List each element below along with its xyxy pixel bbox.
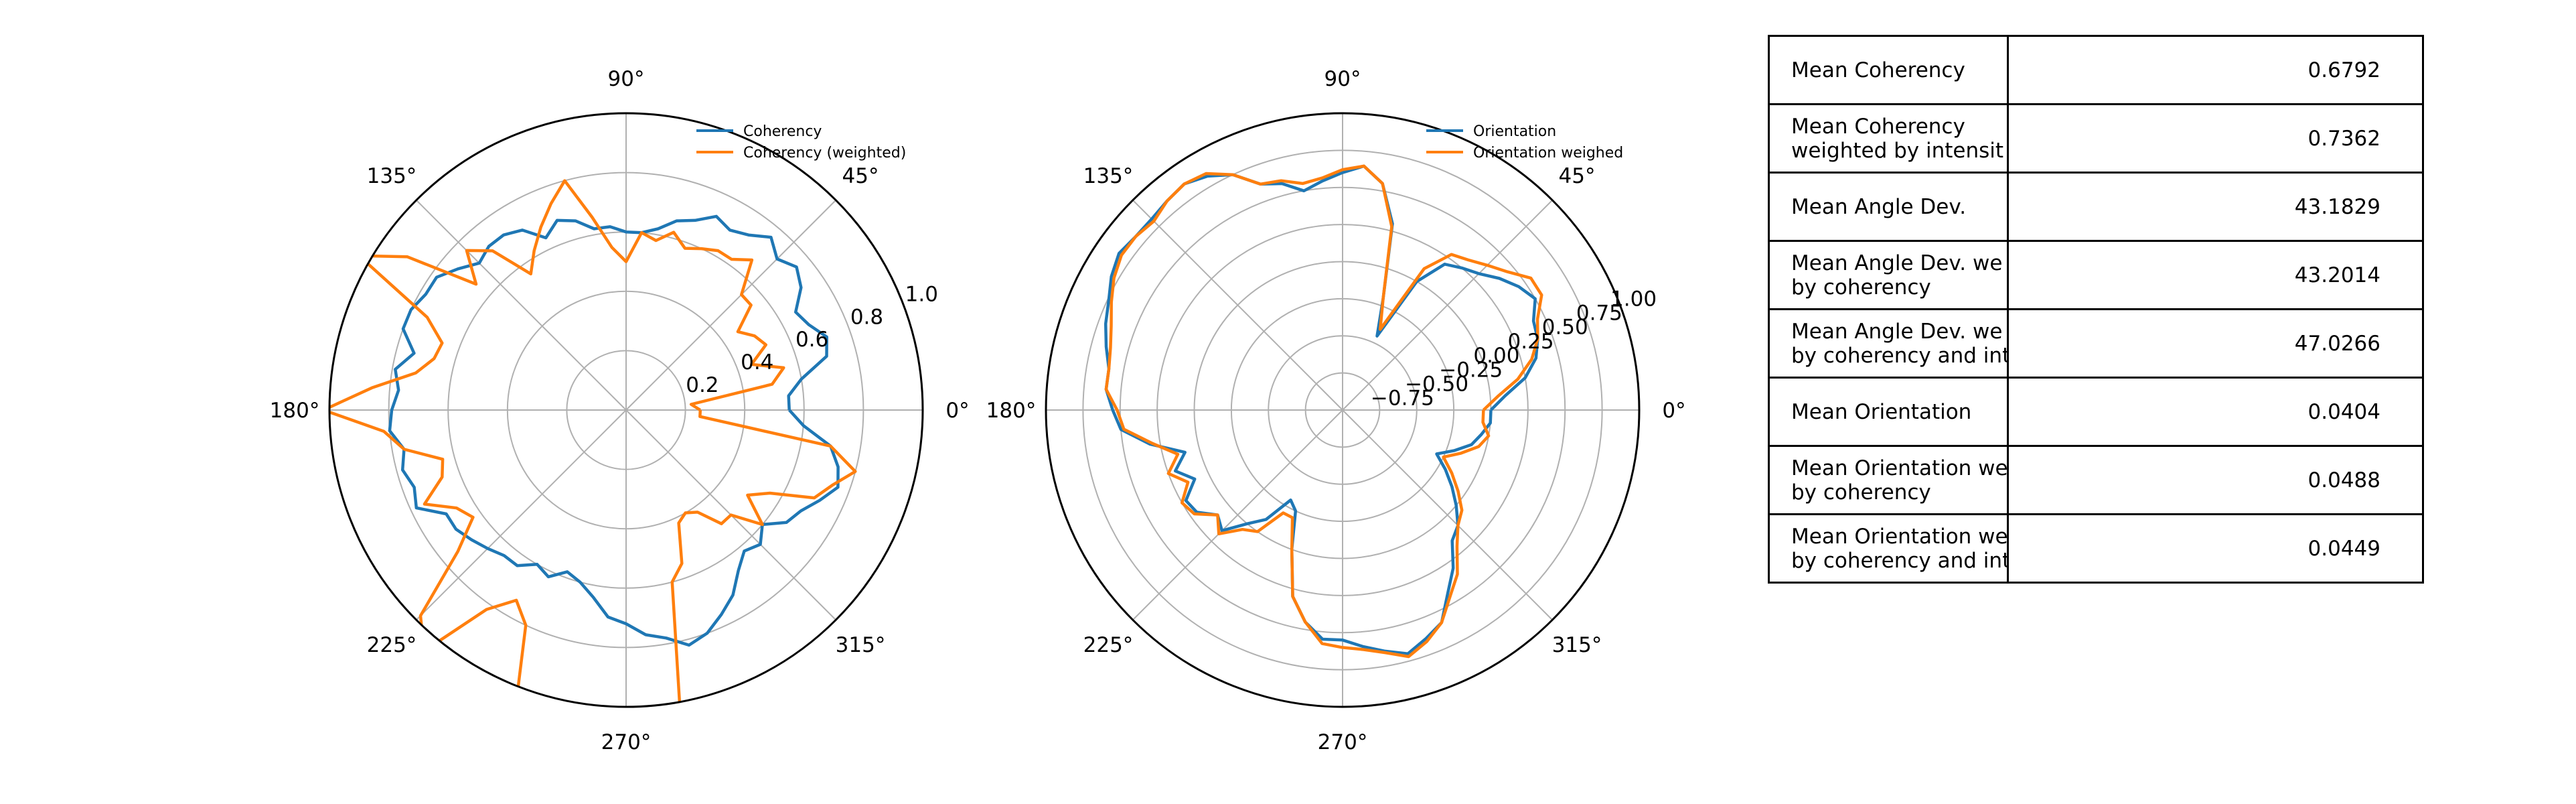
gridlines <box>329 113 923 707</box>
angular-tick-label: 180° <box>986 399 1037 423</box>
stat-value: 0.0488 <box>2007 445 2424 515</box>
angular-tick-label: 135° <box>367 164 417 188</box>
stat-value: 0.7362 <box>2007 103 2424 174</box>
stat-value: 0.0404 <box>2007 377 2424 447</box>
angular-tick-label: 45° <box>1559 164 1596 188</box>
angular-tick-label: 270° <box>1318 730 1368 754</box>
angular-tick-label: 0° <box>945 399 969 423</box>
angular-tick-label: 135° <box>1083 164 1134 188</box>
radial-tick-labels: 0.2 0.4 0.6 0.8 1.0 <box>686 282 938 397</box>
legend-label: Coherency (weighted) <box>743 145 906 161</box>
table-row: Mean Angle Dev. we by coherency 43.2014 <box>1768 240 2424 310</box>
angular-tick-label: 90° <box>608 67 645 91</box>
angular-tick-label: 0° <box>1662 399 1685 423</box>
stat-label: Mean Angle Dev. we by coherency <box>1768 240 2009 310</box>
orientation-polar-chart: 0° 45° 90° 135° 180° 225° 270° 315° −0.75−0.50−0… <box>986 67 1686 754</box>
stat-label: Mean Orientation we by coherency <box>1768 445 2009 515</box>
radial-tick-label: 1.0 <box>905 282 938 306</box>
stat-label: Mean Coherency <box>1768 35 2009 105</box>
angular-gridline <box>625 200 836 411</box>
radial-tick-label: 0.4 <box>741 350 773 375</box>
table-row: Mean Coherency 0.6792 <box>1768 35 2424 105</box>
angular-gridline <box>1342 200 1553 411</box>
angular-tick-label: 315° <box>836 633 886 657</box>
angular-tick-label: 180° <box>270 399 320 423</box>
stat-label: Mean Angle Dev. <box>1768 172 2009 242</box>
radial-tick-label: −0.25 <box>1439 358 1503 382</box>
stat-value: 43.1829 <box>2007 172 2424 242</box>
legend-label: Coherency <box>743 123 822 140</box>
angular-tick-label: 225° <box>1083 633 1134 657</box>
series-line <box>1104 164 1543 659</box>
radial-tick-label: 0.8 <box>850 305 883 329</box>
coherency-polar-chart: 0° 45° 90° 135° 180° 225° 270° 315° 0.2 0.4 0.6 0.8… <box>270 67 970 754</box>
angular-tick-label: 90° <box>1324 67 1361 91</box>
table-row: Mean Coherency weighted by intensit 0.736… <box>1768 103 2424 174</box>
angular-tick-label: 45° <box>842 164 879 188</box>
stat-label: Mean Orientation <box>1768 377 2009 447</box>
series-line <box>388 214 840 647</box>
stat-value: 47.0266 <box>2007 308 2424 379</box>
stat-value: 0.0449 <box>2007 513 2424 584</box>
series-line <box>329 179 857 707</box>
radial-tick-label: 0.50 <box>1542 316 1588 340</box>
legend-label: Orientation weighed <box>1473 145 1623 161</box>
angular-gridline <box>1342 409 1553 620</box>
angular-tick-label: 270° <box>601 730 652 754</box>
radial-tick-label: 0.75 <box>1576 301 1622 325</box>
angular-gridline <box>1132 200 1343 411</box>
statistics-table-body: Mean Coherency 0.6792 Mean Coherency weigh… <box>1768 35 2424 584</box>
stat-label: Mean Orientation we by coherency and int <box>1768 513 2009 584</box>
series-line <box>1104 164 1539 655</box>
angular-tick-labels: 0° 45° 90° 135° 180° 225° 270° 315° <box>270 67 970 754</box>
angular-gridline <box>416 409 627 620</box>
radial-tick-label: 0.6 <box>795 328 828 352</box>
angular-tick-labels: 0° 45° 90° 135° 180° 225° 270° 315° <box>986 67 1686 754</box>
radial-tick-labels: −0.75−0.50−0.250.000.250.500.751.00 <box>1371 287 1657 410</box>
table-row: Mean Orientation 0.0404 <box>1768 377 2424 447</box>
radial-tick-label: 0.25 <box>1508 330 1554 354</box>
statistics-table: Mean Coherency 0.6792 Mean Coherency weigh… <box>1768 35 2424 584</box>
table-row: Mean Orientation we by coherency 0.0488 <box>1768 445 2424 515</box>
series-lines <box>329 179 857 707</box>
gridlines <box>1046 113 1639 707</box>
radial-tick-label: 0.00 <box>1473 344 1519 368</box>
angular-gridline <box>416 200 627 411</box>
radial-tick-label: 1.00 <box>1610 287 1657 311</box>
polar-frame <box>328 112 924 708</box>
angular-tick-label: 225° <box>367 633 417 657</box>
angular-tick-label: 315° <box>1552 633 1602 657</box>
stat-value: 43.2014 <box>2007 240 2424 310</box>
angular-gridline <box>1132 409 1343 620</box>
table-row: Mean Angle Dev. 43.1829 <box>1768 172 2424 242</box>
radial-tick-label: −0.50 <box>1405 372 1468 396</box>
legend-label: Orientation <box>1473 123 1556 140</box>
legend: Orientation Orientation weighed <box>1426 123 1623 161</box>
polar-frame <box>1045 112 1641 708</box>
series-lines <box>1104 164 1543 659</box>
legend: Coherency Coherency (weighted) <box>696 123 906 161</box>
radial-tick-label: 0.2 <box>686 373 718 397</box>
stat-label: Mean Coherency weighted by intensit <box>1768 103 2009 174</box>
stat-label: Mean Angle Dev. we by coherency and int <box>1768 308 2009 379</box>
table-row: Mean Angle Dev. we by coherency and int 4… <box>1768 308 2424 379</box>
radial-tick-label: −0.75 <box>1371 387 1434 411</box>
stat-value: 0.6792 <box>2007 35 2424 105</box>
table-row: Mean Orientation we by coherency and int… <box>1768 513 2424 584</box>
